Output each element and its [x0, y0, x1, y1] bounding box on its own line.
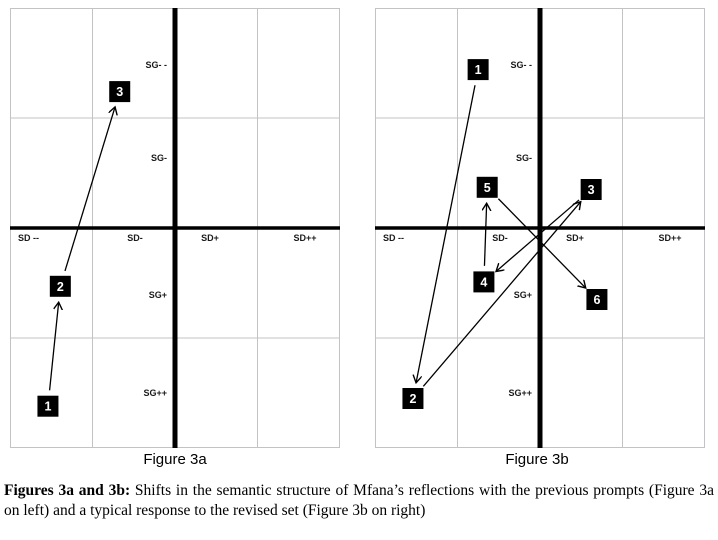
point-marker-3: 3 — [109, 81, 131, 103]
sd-axis-label: SD -- — [18, 233, 39, 243]
figure-3b-panel: SD -- SD- SD+ SD++ SG- - SG- SG+ SG++ 1 2 3 4 5 6 — [375, 8, 705, 448]
point-number: 2 — [57, 280, 64, 294]
caption-text: Shifts in the semantic structure of Mfan… — [4, 482, 714, 520]
sg-axis-label: SG++ — [508, 388, 532, 398]
sg-axis-label: SG+ — [514, 290, 532, 300]
figure-caption: Figures 3a and 3b: Shifts in the semanti… — [4, 481, 714, 522]
point-square — [476, 176, 498, 198]
point-marker-1: 1 — [467, 59, 489, 81]
sd-axis-label: SD+ — [566, 233, 584, 243]
point-number: 1 — [475, 63, 482, 77]
point-number: 5 — [484, 181, 491, 195]
point-marker-6: 6 — [586, 289, 608, 310]
point-square — [402, 388, 424, 409]
point-number: 4 — [480, 275, 487, 289]
point-number: 3 — [116, 85, 123, 99]
point-square — [473, 271, 495, 293]
figure-3a-label: Figure 3a — [143, 451, 207, 468]
point-number: 6 — [593, 293, 600, 307]
sg-axis-label: SG- — [151, 153, 167, 163]
shift-arrow-5-to-6 — [497, 198, 585, 288]
point-marker-3: 3 — [580, 179, 602, 200]
point-square — [467, 59, 489, 81]
point-number: 1 — [44, 400, 51, 414]
shift-arrow-1-to-2 — [48, 302, 59, 391]
point-marker-5: 5 — [476, 176, 498, 198]
point-square — [37, 395, 59, 417]
shift-arrow-4-to-5 — [484, 203, 486, 266]
point-square — [586, 289, 608, 310]
sg-axis-label: SG- - — [511, 60, 533, 70]
shift-arrow-2-to-3 — [422, 202, 580, 387]
sd-axis-label: SD++ — [293, 233, 316, 243]
point-marker-2: 2 — [402, 388, 424, 409]
point-marker-2: 2 — [49, 275, 71, 297]
point-square — [580, 179, 602, 200]
sg-axis-label: SG- - — [146, 60, 168, 70]
sd-axis-label: SD- — [492, 233, 508, 243]
panel-svg: SD -- SD- SD+ SD++ SG- - SG- SG+ SG++ 1 2 3 — [10, 8, 340, 448]
sg-axis-label: SG+ — [149, 290, 167, 300]
point-number: 2 — [409, 392, 416, 406]
shift-arrow-3-to-4 — [496, 199, 580, 272]
shift-arrow-1-to-2 — [416, 85, 476, 383]
figure-3b-label: Figure 3b — [505, 451, 569, 468]
caption-bold-label: Figures 3a and 3b: — [4, 482, 131, 499]
point-square — [49, 275, 71, 297]
sd-axis-label: SD++ — [658, 233, 681, 243]
sd-axis-label: SD -- — [383, 233, 404, 243]
sd-axis-label: SD+ — [201, 233, 219, 243]
figure-3a-panel: SD -- SD- SD+ SD++ SG- - SG- SG+ SG++ 1 2 3 — [10, 8, 340, 448]
sd-axis-label: SD- — [127, 233, 143, 243]
point-square — [109, 81, 131, 103]
point-number: 3 — [588, 183, 595, 197]
sg-axis-label: SG- — [516, 153, 532, 163]
point-marker-4: 4 — [473, 271, 495, 293]
shift-arrow-2-to-3 — [64, 107, 115, 272]
point-marker-1: 1 — [37, 395, 59, 417]
sg-axis-label: SG++ — [143, 388, 167, 398]
panel-svg: SD -- SD- SD+ SD++ SG- - SG- SG+ SG++ 1 2 3 4 5 6 — [375, 8, 705, 448]
